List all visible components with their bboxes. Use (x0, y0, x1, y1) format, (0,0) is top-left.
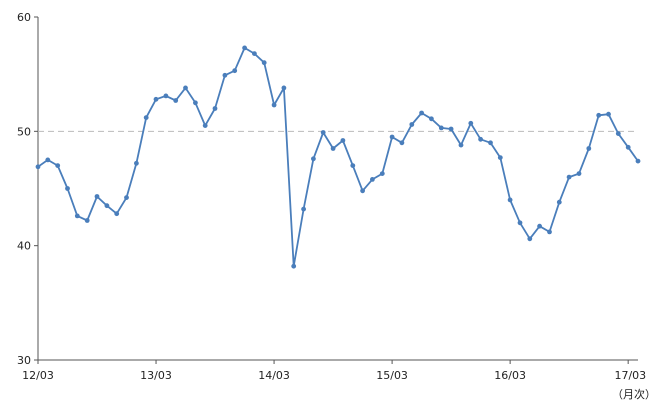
data-point (468, 120, 474, 126)
data-point (625, 144, 631, 150)
data-point (488, 140, 493, 146)
data-point (301, 206, 306, 212)
data-point (242, 45, 248, 51)
data-point (84, 218, 90, 223)
data-point (193, 100, 198, 106)
data-point (281, 85, 287, 91)
data-point (635, 158, 641, 164)
data-point (183, 85, 188, 91)
data-point (202, 123, 208, 128)
data-point (271, 102, 277, 108)
x-tick-label: 12/03 (22, 369, 54, 382)
data-point (261, 60, 267, 66)
data-point (212, 106, 218, 111)
data-point (74, 213, 80, 219)
x-tick-label: 15/03 (376, 369, 408, 382)
data-point (438, 125, 444, 131)
data-point (419, 110, 424, 116)
x-tick-label: 14/03 (258, 369, 290, 382)
x-unit-note: （月次） (612, 387, 656, 401)
data-point (478, 136, 483, 142)
data-point (556, 199, 562, 205)
y-tick-label: 30 (17, 354, 31, 367)
data-point (527, 236, 533, 242)
data-point (55, 163, 61, 169)
data-point (134, 160, 139, 166)
data-point (65, 186, 70, 191)
data-point (389, 134, 395, 140)
data-point (94, 194, 100, 199)
data-point (222, 72, 228, 78)
data-point (507, 197, 513, 203)
x-tick-label: 17/03 (614, 369, 646, 382)
data-point (370, 177, 375, 182)
data-point (291, 263, 297, 269)
data-point (596, 112, 602, 118)
data-point (340, 138, 346, 143)
data-point (429, 116, 434, 122)
data-point (350, 163, 356, 169)
data-point (153, 96, 159, 102)
series-group (35, 45, 641, 269)
y-tick-label: 60 (17, 11, 31, 24)
data-point (311, 156, 316, 162)
data-point (360, 188, 365, 194)
data-point (45, 157, 51, 163)
x-tick-label: 16/03 (494, 369, 526, 382)
data-point (320, 130, 326, 135)
x-tick-label: 13/03 (140, 369, 172, 382)
data-point (537, 223, 542, 229)
data-point (615, 131, 621, 137)
y-axis: 30 40 50 60 (17, 11, 39, 367)
data-point (252, 51, 257, 56)
data-point (35, 164, 41, 170)
data-point (173, 98, 179, 103)
series-line (37, 47, 639, 268)
data-point (547, 229, 552, 235)
data-point (232, 68, 238, 74)
y-tick-label: 40 (17, 240, 31, 253)
data-point (458, 142, 464, 148)
data-point (104, 203, 110, 209)
x-axis: 12/03 13/03 14/03 15/03 16/03 17/03 (22, 359, 646, 382)
data-point (163, 93, 169, 99)
data-point (114, 211, 120, 217)
data-point (124, 195, 129, 201)
data-point (379, 171, 385, 177)
data-point (399, 140, 405, 146)
data-point (586, 146, 592, 151)
data-point (330, 146, 336, 151)
y-tick-label: 50 (17, 125, 31, 138)
data-point (517, 220, 523, 226)
data-point (409, 122, 415, 127)
data-point (606, 111, 611, 117)
data-point (143, 115, 149, 120)
data-point (576, 171, 582, 177)
data-point (566, 174, 572, 180)
data-point (448, 126, 454, 132)
data-point (497, 155, 503, 161)
